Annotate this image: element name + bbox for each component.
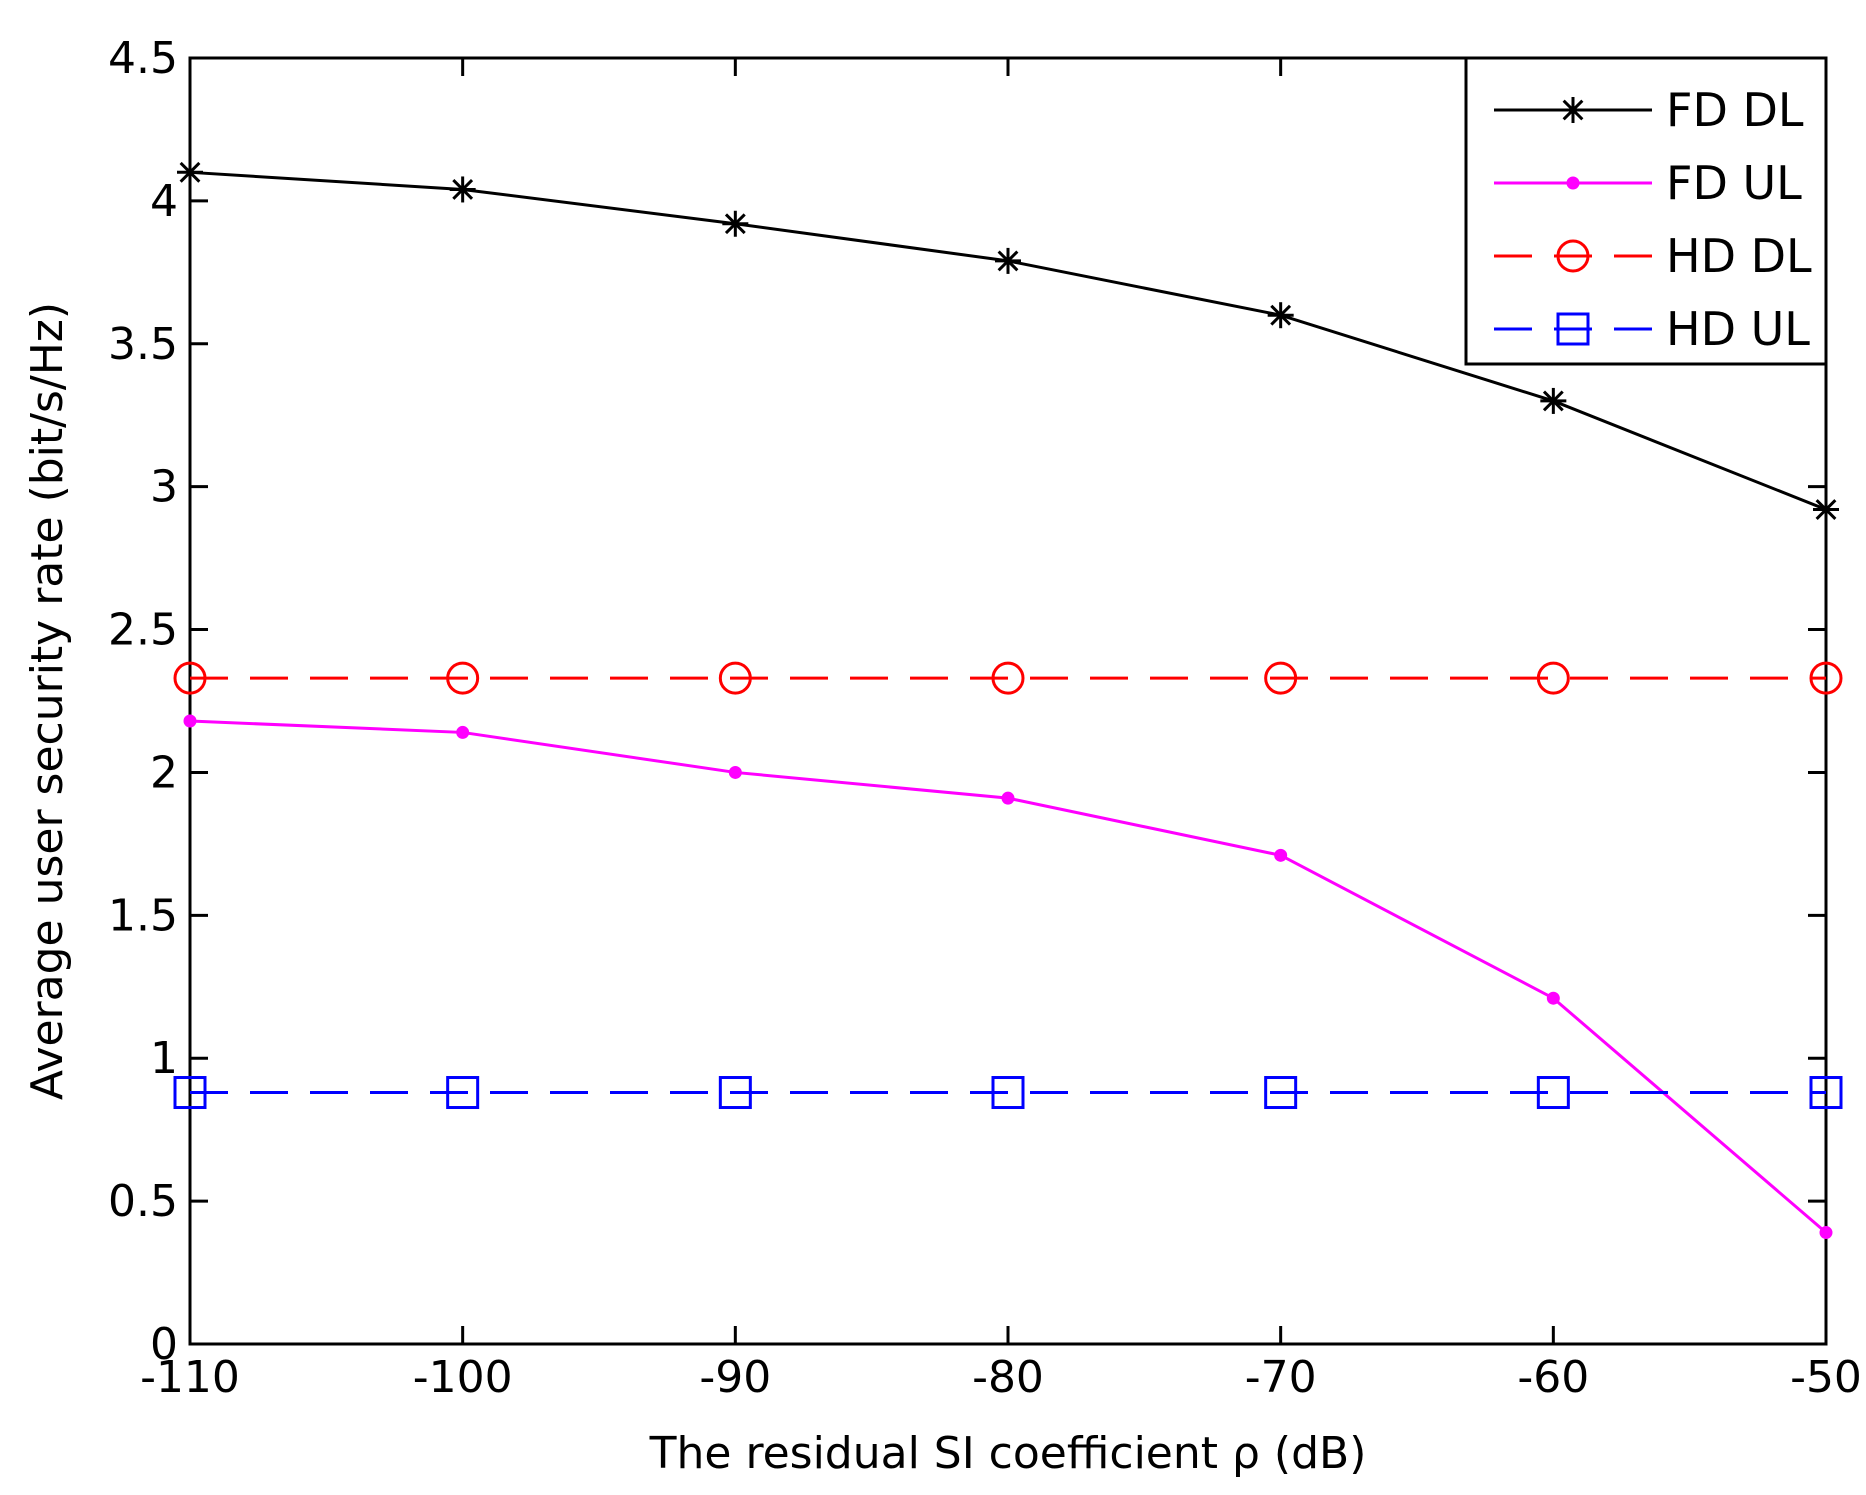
data-point-square xyxy=(991,1076,1025,1110)
y-tick-label: 4 xyxy=(150,176,178,227)
data-point-dot xyxy=(1819,1226,1833,1240)
data-point-dot xyxy=(1274,848,1288,862)
data-point-circle xyxy=(991,661,1025,695)
x-tick-label: -110 xyxy=(140,1352,240,1403)
y-tick-label: 4.5 xyxy=(108,33,178,84)
data-point-circle xyxy=(1809,661,1843,695)
x-tick-label: -70 xyxy=(1245,1352,1317,1403)
data-point-dot xyxy=(1566,176,1580,190)
x-tick-label: -60 xyxy=(1517,1352,1589,1403)
data-point-dot xyxy=(728,765,742,779)
x-tick-label: -50 xyxy=(1790,1352,1862,1403)
legend-item-hd-ul: HD UL xyxy=(1494,302,1810,356)
y-tick-label: 3.5 xyxy=(108,319,178,370)
x-tick-label: -100 xyxy=(413,1352,513,1403)
legend-label: HD DL xyxy=(1666,229,1812,283)
series-hd-ul xyxy=(173,1076,1843,1110)
x-tick-label: -80 xyxy=(972,1352,1044,1403)
data-point-dot xyxy=(1546,991,1560,1005)
data-point-square xyxy=(446,1076,480,1110)
data-point-square xyxy=(1536,1076,1570,1110)
data-point-star xyxy=(722,210,749,237)
y-axis-label: Average user security rate (bit/s/Hz) xyxy=(22,302,73,1100)
y-tick-label: 3 xyxy=(150,462,178,513)
data-point-square xyxy=(718,1076,752,1110)
data-point-star xyxy=(449,176,476,203)
y-tick-label: 2 xyxy=(150,747,178,798)
x-tick-label: -90 xyxy=(699,1352,771,1403)
y-tick-label: 2.5 xyxy=(108,605,178,656)
data-point-star xyxy=(1560,97,1586,123)
data-point-circle xyxy=(446,661,480,695)
data-point-circle xyxy=(1556,239,1590,273)
data-point-circle xyxy=(1264,661,1298,695)
y-tick-label: 0.5 xyxy=(108,1176,178,1227)
data-point-circle xyxy=(718,661,752,695)
data-point-dot xyxy=(183,714,197,728)
axis-ticks: -110 -100 -90 -80 -70 -60 -50 0 0.5 1 1.5 2 2.5 3 3.5 4… xyxy=(108,33,1862,1403)
series-hd-dl xyxy=(173,661,1843,695)
series-fd-ul xyxy=(183,714,1833,1240)
series-layer xyxy=(173,159,1843,1240)
series-fd-dl xyxy=(177,159,1839,523)
legend-label: HD UL xyxy=(1666,302,1810,356)
data-point-dot xyxy=(456,725,470,739)
y-tick-label: 1 xyxy=(150,1033,178,1084)
data-point-circle xyxy=(1536,661,1570,695)
data-point-star xyxy=(995,247,1021,274)
data-point-star xyxy=(177,159,203,186)
data-point-star xyxy=(1267,302,1294,329)
legend-label: FD UL xyxy=(1666,156,1802,210)
x-axis-label: The residual SI coefficient ρ (dB) xyxy=(649,1428,1367,1479)
data-point-square xyxy=(1264,1076,1298,1110)
y-tick-label: 1.5 xyxy=(108,890,178,941)
data-point-square xyxy=(1809,1076,1843,1110)
y-tick-label: 0 xyxy=(150,1319,178,1370)
legend-item-hd-dl: HD DL xyxy=(1494,229,1812,283)
data-point-square xyxy=(173,1076,207,1110)
data-point-square xyxy=(1556,312,1590,346)
legend-label: FD DL xyxy=(1666,83,1804,137)
data-point-star xyxy=(1540,387,1567,414)
data-point-circle xyxy=(173,661,207,695)
data-point-star xyxy=(1813,496,1839,523)
data-point-dot xyxy=(1001,791,1015,805)
legend-item-fd-ul: FD UL xyxy=(1494,156,1802,210)
legend-item-fd-dl: FD DL xyxy=(1494,83,1804,137)
legend: FD DL FD UL HD DL HD UL xyxy=(1464,56,1828,366)
